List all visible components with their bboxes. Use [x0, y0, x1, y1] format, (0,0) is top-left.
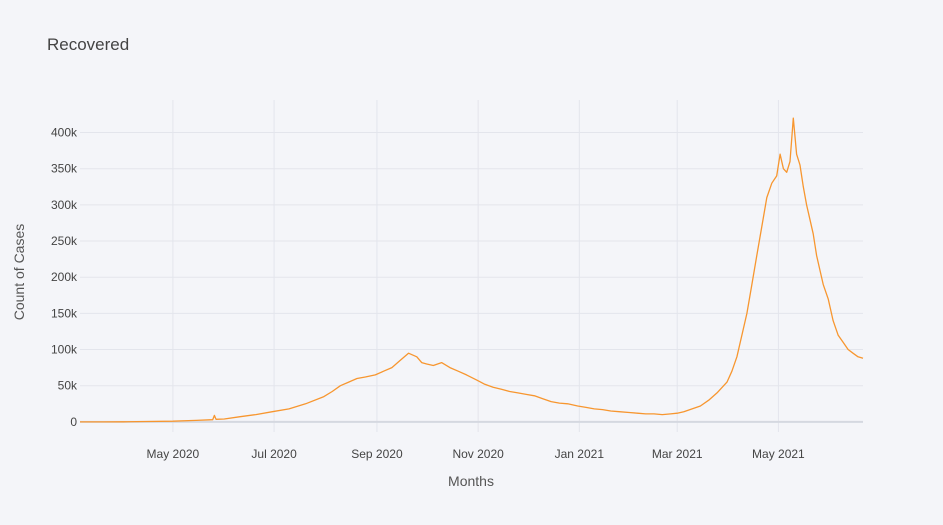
series-line-recovered: [80, 117, 864, 423]
y-tick-label: 400k: [51, 126, 78, 140]
x-tick-label: Jul 2020: [251, 447, 297, 461]
y-axis-title: Count of Cases: [11, 224, 27, 321]
y-tick-label: 350k: [51, 162, 78, 176]
y-tick-label: 200k: [51, 270, 78, 284]
x-tick-labels: May 2020 Jul 2020 Sep 2020 Nov 2020 Jan 2021…: [147, 447, 806, 461]
chart-title: Recovered: [47, 35, 129, 54]
x-axis-title: Months: [448, 473, 494, 489]
x-tick-label: Mar 2021: [652, 447, 703, 461]
y-gridlines: [80, 132, 863, 387]
y-tick-label: 300k: [51, 198, 78, 212]
y-tick-label: 250k: [51, 234, 78, 248]
y-tick-labels: 0 50k 100k 150k 200k 250k 300k 350k 400k: [51, 126, 78, 429]
x-tick-label: Sep 2020: [351, 447, 403, 461]
y-tick-label: 100k: [51, 343, 78, 357]
x-tick-label: Nov 2020: [452, 447, 504, 461]
x-gridlines: [172, 100, 779, 432]
y-tick-label: 50k: [58, 379, 78, 393]
x-tick-label: Jan 2021: [555, 447, 605, 461]
x-tick-label: May 2020: [147, 447, 200, 461]
y-tick-label: 0: [70, 415, 77, 429]
y-tick-label: 150k: [51, 306, 78, 320]
x-tick-label: May 2021: [752, 447, 805, 461]
